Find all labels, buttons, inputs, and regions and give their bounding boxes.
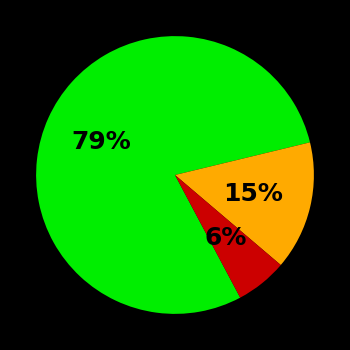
Wedge shape (175, 142, 314, 265)
Wedge shape (175, 175, 281, 298)
Text: 6%: 6% (204, 226, 247, 250)
Wedge shape (36, 36, 310, 314)
Text: 79%: 79% (72, 130, 131, 154)
Text: 15%: 15% (223, 182, 283, 206)
